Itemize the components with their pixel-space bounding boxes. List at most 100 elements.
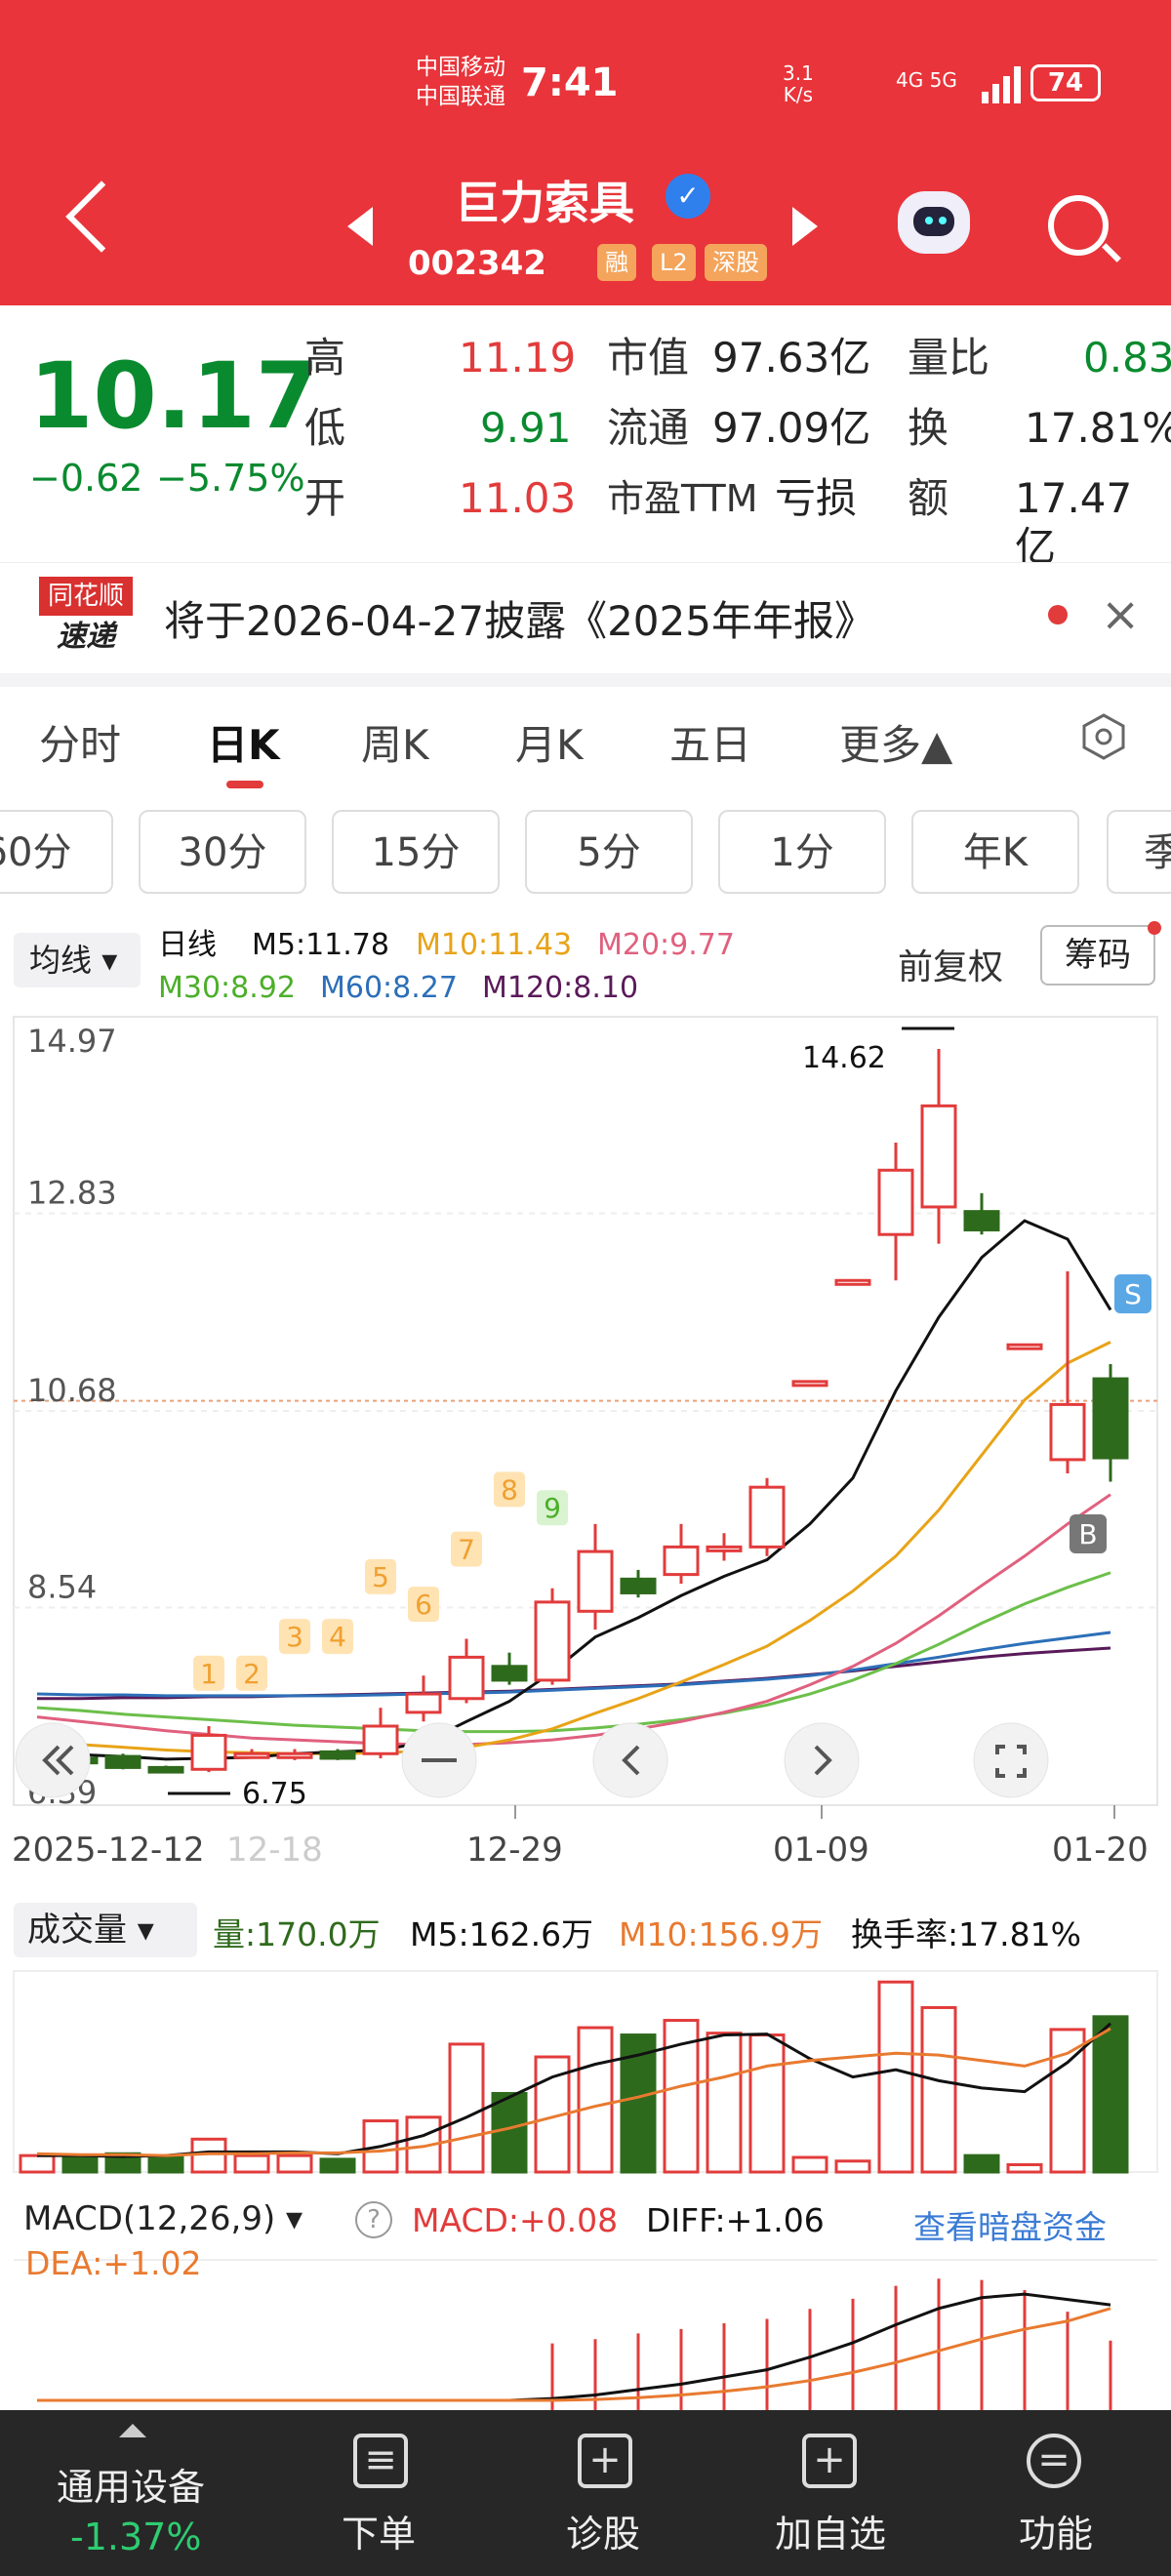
signal-badge: [408, 1587, 439, 1623]
candle-body: [963, 1210, 1000, 1231]
candle-body: [748, 1485, 786, 1549]
period-5min[interactable]: 5分: [525, 810, 693, 894]
chips-button[interactable]: 筹码: [1040, 925, 1155, 986]
line-type-label: 日线: [158, 928, 217, 962]
help-icon[interactable]: ?: [355, 2201, 392, 2238]
order-button[interactable]: 下单: [342, 2513, 417, 2556]
ai-assistant-icon[interactable]: [898, 191, 970, 254]
volume-bar: [448, 2042, 485, 2174]
volume-bar: [147, 2155, 184, 2174]
high-label: 高: [304, 334, 346, 382]
float-label: 流通: [607, 404, 690, 452]
carrier-labels: 中国移动 中国联通: [416, 53, 505, 111]
tab-monthly-k[interactable]: 月K: [515, 721, 584, 769]
app-header: 中国移动 中国联通 7:41 3.1 K/s 4G 5G 74 巨力索具 ✓ 0…: [0, 0, 1171, 305]
tab-five-day[interactable]: 五日: [669, 721, 752, 769]
volume-m5-line: [37, 2022, 1112, 2158]
double-left-icon[interactable]: [15, 1722, 91, 1798]
candle-body: [834, 1278, 871, 1286]
volume-indicator-selector[interactable]: 成交量 ▾: [14, 1903, 197, 1957]
diagnose-button[interactable]: 诊股: [566, 2513, 641, 2556]
period-30min[interactable]: 30分: [139, 810, 306, 894]
tab-intraday[interactable]: 分时: [39, 721, 122, 769]
menu-icon[interactable]: =: [1027, 2434, 1081, 2488]
volume-bar: [920, 2005, 957, 2174]
turnover-label: 换: [908, 404, 949, 452]
volume-bar: [1092, 2015, 1129, 2174]
macd-indicator-selector[interactable]: MACD(12,26,9) ▾: [23, 2199, 303, 2238]
close-icon[interactable]: ×: [1101, 587, 1141, 642]
open-value: 11.03: [459, 474, 577, 522]
unread-dot: [1048, 605, 1068, 624]
divider: [0, 673, 1171, 687]
fullscreen-icon[interactable]: [973, 1722, 1049, 1798]
kline-chart[interactable]: 14.9712.8310.688.546.3912345678914.626.7…: [0, 1005, 1171, 2410]
market-tag: 深股: [705, 244, 767, 281]
signal-badge-label: 8: [501, 1473, 518, 1506]
expand-up-icon[interactable]: [119, 2424, 146, 2437]
news-banner[interactable]: 同花顺 速递 将于2026-04-27披露《2025年年报》: [0, 562, 1171, 669]
add-watchlist-icon[interactable]: +: [802, 2434, 857, 2488]
carrier-1: 中国移动: [416, 55, 505, 80]
volume-bar: [577, 2026, 614, 2174]
date-label-0120: 01-20: [1052, 1831, 1149, 1870]
candle-body: [276, 1751, 313, 1759]
add-watchlist-button[interactable]: 加自选: [775, 2513, 887, 2556]
sell-marker: [1114, 1274, 1151, 1313]
pe-label: 市盈TTM: [607, 477, 758, 520]
period-1min[interactable]: 1分: [718, 810, 886, 894]
order-icon[interactable]: ≡: [353, 2434, 408, 2488]
period-year-k[interactable]: 年K: [911, 810, 1079, 894]
period-15min[interactable]: 15分: [332, 810, 500, 894]
prev-stock-icon[interactable]: [347, 207, 373, 246]
chart-settings-icon[interactable]: [1079, 712, 1128, 761]
fullscreen-glyph: [995, 1745, 1027, 1778]
candle-body: [1006, 1343, 1043, 1350]
period-60min[interactable]: 60分: [0, 810, 113, 894]
volume-bar: [834, 2159, 871, 2174]
scroll-left-icon[interactable]: [592, 1722, 668, 1798]
volume-bar: [1006, 2163, 1043, 2174]
tab-daily-k[interactable]: 日K: [207, 721, 280, 769]
candle-body: [233, 1751, 270, 1759]
signal-badge-label: 7: [458, 1534, 475, 1566]
ma-selector[interactable]: 均线 ▾: [14, 933, 141, 987]
tab-more[interactable]: 更多▲: [839, 721, 953, 769]
scroll-right-icon[interactable]: [784, 1722, 860, 1798]
search-icon[interactable]: [1048, 195, 1109, 256]
signal-badge: [494, 1471, 525, 1508]
candle-body: [491, 1665, 528, 1682]
turnover-value: 17.81%: [1025, 404, 1171, 452]
date-label-1218: 12-18: [226, 1831, 323, 1870]
industry-name[interactable]: 通用设备: [57, 2466, 206, 2509]
signal-badge: [322, 1619, 353, 1655]
tab-weekly-k[interactable]: 周K: [361, 721, 429, 769]
period-quarter-k[interactable]: 季: [1107, 810, 1171, 894]
candle-body: [190, 1733, 227, 1771]
volume-m10: M10:156.9万: [619, 1915, 824, 1953]
back-icon[interactable]: [65, 181, 138, 253]
news-text: 将于2026-04-27披露《2025年年报》: [164, 597, 875, 645]
next-stock-icon[interactable]: [792, 207, 818, 246]
ma60-value: M60:8.27: [320, 971, 458, 1005]
turnover-rate: 换手率:17.81%: [851, 1915, 1081, 1953]
mcap-label: 市值: [607, 334, 690, 382]
volume-bar: [706, 2032, 743, 2174]
margin-tag: 融: [597, 244, 636, 281]
network-type: 4G 5G: [896, 68, 957, 92]
news-logo: 同花顺 速递: [39, 577, 133, 657]
dark-pool-link[interactable]: 查看暗盘资金: [913, 2208, 1107, 2246]
volume-ratio-label: 量比: [908, 334, 990, 382]
candle-body: [319, 1750, 356, 1760]
status-time: 7:41: [521, 60, 619, 105]
function-button[interactable]: 功能: [1019, 2513, 1094, 2556]
sell-marker-label: S: [1124, 1278, 1142, 1310]
amount-label: 额: [908, 474, 949, 522]
adjust-selector[interactable]: 前复权: [898, 947, 1004, 987]
ma5-value: M5:11.78: [252, 928, 389, 962]
buy-marker-label: B: [1078, 1518, 1097, 1550]
candle-body: [1092, 1377, 1129, 1460]
level2-tag: L2: [652, 244, 696, 281]
diagnose-icon[interactable]: +: [578, 2434, 632, 2488]
signal-badge-label: 1: [200, 1658, 218, 1690]
